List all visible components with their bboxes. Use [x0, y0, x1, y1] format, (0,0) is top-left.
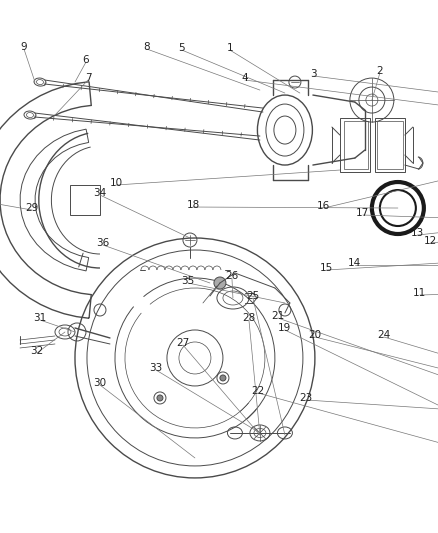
Circle shape — [220, 375, 226, 381]
Text: 24: 24 — [377, 330, 391, 340]
Text: 27: 27 — [177, 338, 190, 348]
Text: 31: 31 — [33, 313, 46, 323]
Text: 25: 25 — [246, 291, 260, 301]
Text: 36: 36 — [96, 238, 110, 248]
Text: 17: 17 — [356, 208, 370, 218]
Text: 9: 9 — [21, 42, 27, 52]
Circle shape — [157, 395, 163, 401]
Text: 3: 3 — [311, 69, 317, 79]
Text: 32: 32 — [30, 346, 44, 356]
Text: 33: 33 — [149, 363, 162, 373]
Text: 18: 18 — [186, 200, 200, 210]
Text: 15: 15 — [320, 263, 333, 273]
Text: 26: 26 — [225, 271, 239, 281]
Text: 21: 21 — [271, 311, 285, 321]
Text: 28: 28 — [242, 313, 255, 323]
Text: 6: 6 — [83, 55, 89, 65]
Text: 16: 16 — [317, 201, 331, 211]
Text: 1: 1 — [226, 43, 233, 53]
Text: 20: 20 — [308, 330, 321, 340]
Text: 14: 14 — [348, 258, 361, 268]
Text: 23: 23 — [299, 393, 313, 403]
Text: 11: 11 — [413, 288, 427, 298]
Text: 34: 34 — [93, 188, 106, 198]
Text: 7: 7 — [85, 73, 91, 83]
Text: 2: 2 — [377, 66, 383, 76]
Text: 13: 13 — [411, 228, 424, 238]
Text: 29: 29 — [25, 203, 39, 213]
Text: 8: 8 — [144, 42, 150, 52]
Text: 10: 10 — [110, 178, 123, 188]
Text: 12: 12 — [424, 236, 438, 246]
Text: 22: 22 — [251, 386, 265, 396]
Circle shape — [214, 277, 226, 289]
Text: 5: 5 — [179, 43, 185, 53]
Text: 30: 30 — [93, 378, 106, 388]
Text: 35: 35 — [181, 276, 194, 286]
Text: 19: 19 — [278, 323, 292, 333]
Text: 4: 4 — [242, 73, 248, 83]
